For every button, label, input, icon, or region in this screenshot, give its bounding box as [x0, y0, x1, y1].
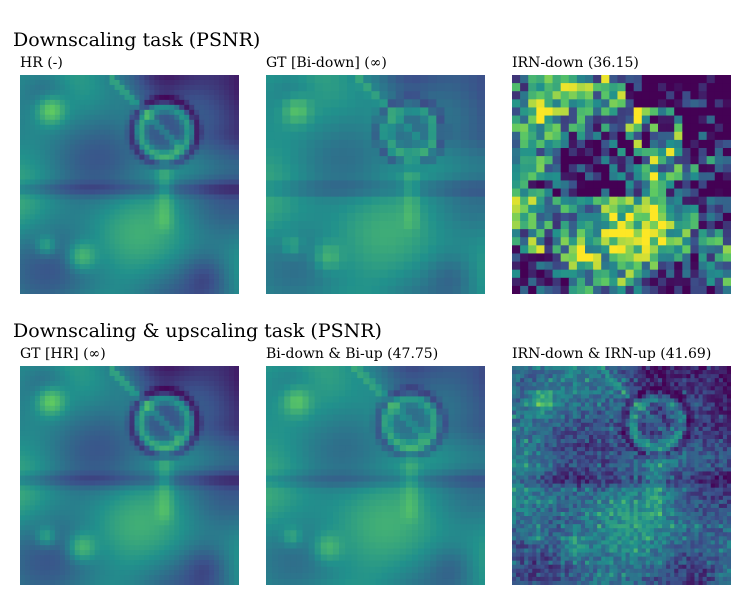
image-gt-hr	[20, 366, 239, 585]
bi-up-image	[266, 366, 485, 585]
panel-title-gt-bi-down: GT [Bi-down] (∞)	[266, 55, 387, 71]
bi-down-image	[266, 75, 485, 294]
irn-up-image	[512, 366, 731, 585]
section-title-down-up: Downscaling & upscaling task (PSNR)	[13, 320, 382, 342]
image-irn-down-irn-up	[512, 366, 731, 585]
panel-title-hr: HR (-)	[20, 55, 63, 71]
image-gt-bi-down	[266, 75, 485, 294]
section-title-downscaling: Downscaling task (PSNR)	[13, 29, 261, 51]
panel-title-gt-hr: GT [HR] (∞)	[20, 346, 106, 362]
image-bi-down-bi-up	[266, 366, 485, 585]
irn-down-image	[512, 75, 731, 294]
image-hr	[20, 75, 239, 294]
panel-title-bi-down-bi-up: Bi-down & Bi-up (47.75)	[266, 346, 439, 362]
hr-image	[20, 75, 239, 294]
gt-hr-image	[20, 366, 239, 585]
panel-title-irn-down: IRN-down (36.15)	[512, 55, 639, 71]
image-irn-down	[512, 75, 731, 294]
panel-title-irn-down-irn-up: IRN-down & IRN-up (41.69)	[512, 346, 712, 362]
